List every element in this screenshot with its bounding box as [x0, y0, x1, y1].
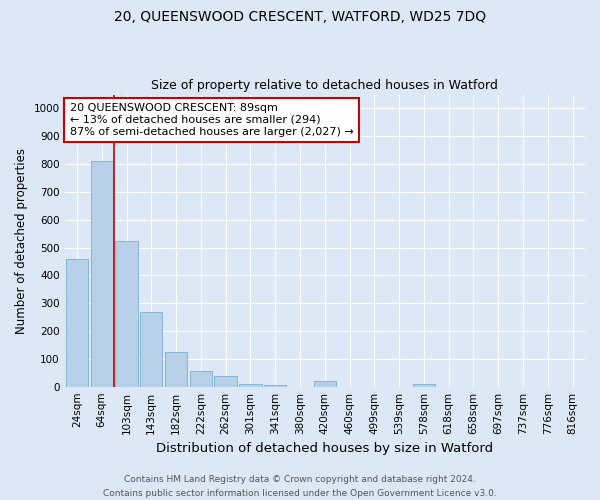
Y-axis label: Number of detached properties: Number of detached properties: [15, 148, 28, 334]
Text: Contains HM Land Registry data © Crown copyright and database right 2024.
Contai: Contains HM Land Registry data © Crown c…: [103, 476, 497, 498]
Bar: [115, 240, 137, 386]
X-axis label: Distribution of detached houses by size in Watford: Distribution of detached houses by size …: [156, 442, 493, 455]
Text: 20, QUEENSWOOD CRESCENT, WATFORD, WD25 7DQ: 20, QUEENSWOOD CRESCENT, WATFORD, WD25 7…: [114, 10, 486, 24]
Bar: [413, 384, 435, 386]
Bar: [165, 352, 187, 386]
Bar: [239, 384, 262, 386]
Bar: [314, 381, 336, 386]
Bar: [66, 258, 88, 386]
Text: 20 QUEENSWOOD CRESCENT: 89sqm
← 13% of detached houses are smaller (294)
87% of : 20 QUEENSWOOD CRESCENT: 89sqm ← 13% of d…: [70, 104, 353, 136]
Title: Size of property relative to detached houses in Watford: Size of property relative to detached ho…: [151, 79, 498, 92]
Bar: [190, 372, 212, 386]
Bar: [91, 162, 113, 386]
Bar: [140, 312, 163, 386]
Bar: [214, 376, 237, 386]
